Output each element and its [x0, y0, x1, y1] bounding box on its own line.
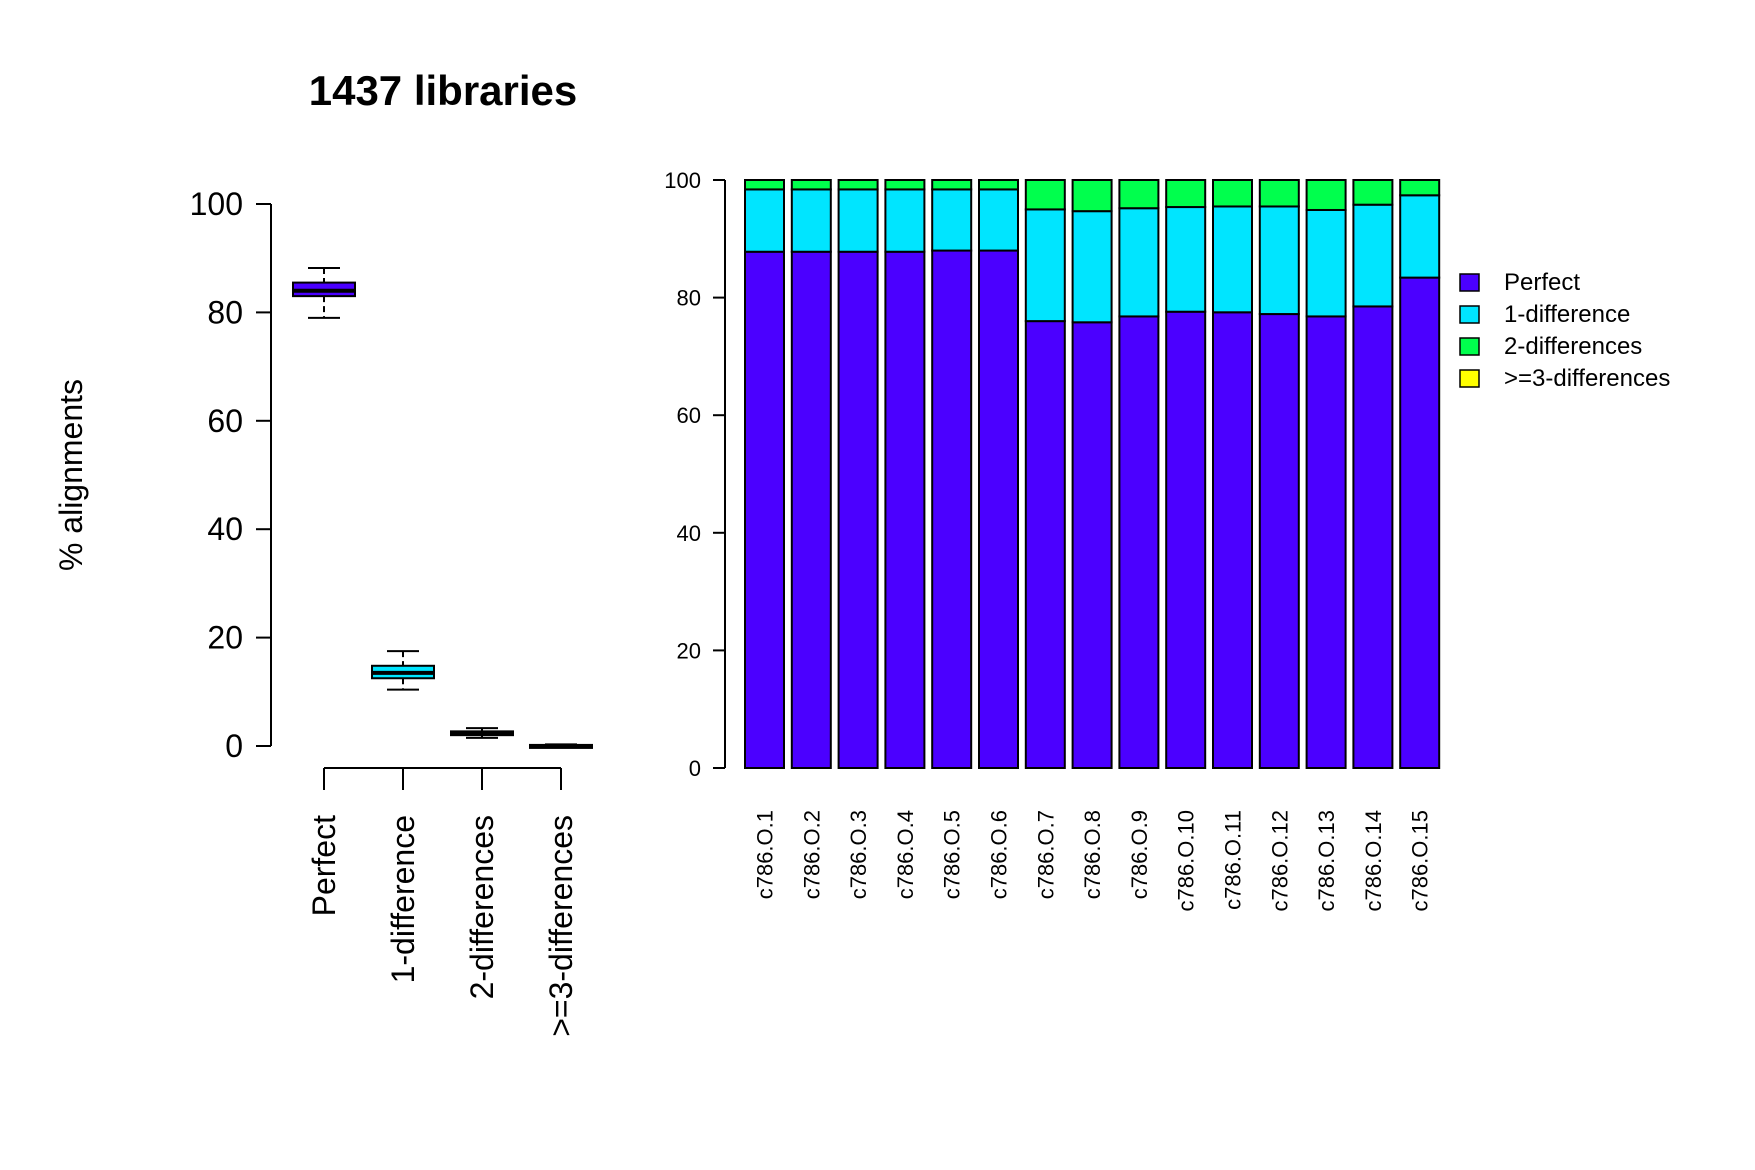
- box-plot: 0 20 40 60 80 100 % alignments Perfect 1-differe…: [53, 186, 593, 1037]
- legend: Perfect 1-difference 2-differences >=3-diff…: [1459, 269, 1670, 392]
- bar-segment-2-differences: [744, 179, 785, 191]
- y-tick-label: 100: [664, 168, 701, 193]
- chart-title: 1437 libraries: [309, 67, 578, 114]
- x-tick-label: c786.O.15: [1408, 810, 1433, 912]
- bar-segment-Perfect: [837, 250, 879, 769]
- bar-segment-1-difference: [1258, 205, 1300, 316]
- bar-segment-Perfect: [1024, 320, 1066, 769]
- bar-segment-2-differences: [1165, 179, 1207, 209]
- y-tick-label: 80: [207, 294, 243, 330]
- bar-segment-Perfect: [744, 250, 785, 769]
- legend-label: >=3-differences: [1504, 365, 1670, 392]
- y-tick-label: 20: [207, 620, 243, 656]
- bar-segment-Perfect: [1165, 310, 1207, 769]
- y-tick-label: 60: [677, 403, 701, 428]
- bar-segment-Perfect: [1352, 305, 1394, 769]
- legend-swatch: [1459, 305, 1480, 324]
- bar-segment-1-difference: [1118, 207, 1160, 318]
- y-tick-label: 40: [207, 511, 243, 547]
- bar-segment-1-difference: [1212, 205, 1253, 314]
- x-tick-label: c786.O.10: [1174, 810, 1199, 912]
- bar-segment-2-differences: [1258, 179, 1300, 208]
- y-tick-label: 80: [677, 286, 701, 311]
- y-axis-label: % alignments: [53, 379, 89, 571]
- bar-segment-2-differences: [1071, 179, 1113, 213]
- x-tick-label: c786.O.9: [1127, 810, 1152, 899]
- x-tick-label: 1-difference: [385, 815, 421, 983]
- bar-segment-1-difference: [1305, 208, 1347, 318]
- x-tick-label: c786.O.2: [799, 810, 824, 899]
- bar-segment-1-difference: [978, 188, 1019, 252]
- legend-swatch: [1459, 337, 1480, 356]
- y-tick-label: 0: [689, 756, 701, 781]
- bar-segment-2-differences: [1212, 179, 1253, 208]
- bar-segment-2-differences: [1118, 179, 1160, 210]
- bar-segment-1-difference: [1024, 208, 1066, 323]
- x-tick-label: c786.O.13: [1314, 810, 1339, 912]
- bar-segment-Perfect: [1071, 321, 1113, 769]
- x-tick-label: >=3-differences: [543, 815, 579, 1037]
- bar-segment-1-difference: [1165, 206, 1207, 313]
- legend-swatch: [1459, 369, 1480, 388]
- y-tick-label: 0: [225, 728, 243, 764]
- bar-segment-2-differences: [790, 179, 832, 191]
- x-tick-label: c786.O.3: [846, 810, 871, 899]
- x-tick-label: Perfect: [306, 815, 342, 916]
- bar-segment-2-differences: [931, 179, 973, 191]
- bar-segment-Perfect: [790, 250, 832, 769]
- bar-segment-1-difference: [837, 188, 879, 253]
- x-tick-label: c786.O.14: [1361, 810, 1386, 912]
- bar-segment-Perfect: [1258, 313, 1300, 769]
- bar-segment-Perfect: [1212, 311, 1253, 769]
- bar-segment-1-difference: [744, 188, 785, 253]
- legend-label: 1-difference: [1504, 301, 1630, 328]
- y-tick-label: 60: [207, 403, 243, 439]
- bar-segment-Perfect: [931, 249, 973, 769]
- x-tick-label: c786.O.1: [753, 810, 778, 899]
- x-tick-label: c786.O.11: [1221, 810, 1246, 910]
- x-tick-label: c786.O.6: [987, 810, 1012, 899]
- bar-segment-2-differences: [1352, 179, 1394, 206]
- legend-label: 2-differences: [1504, 333, 1642, 360]
- bar-segment-2-differences: [1399, 179, 1441, 197]
- y-tick-label: 40: [677, 521, 701, 546]
- x-tick-label: c786.O.7: [1033, 810, 1058, 899]
- bar-segment-Perfect: [1399, 276, 1441, 769]
- bar-segment-Perfect: [1118, 315, 1160, 769]
- bar-segment-1-difference: [1399, 194, 1441, 279]
- bar-segment-Perfect: [1305, 315, 1347, 769]
- bar-segment-1-difference: [1071, 210, 1113, 324]
- stacked-bar-chart: 0 20 40 60 80 100 c786.O.1 c786.O.2 c786.O.3 c786…: [664, 168, 1441, 912]
- legend-swatch: [1459, 273, 1480, 292]
- x-tick-label: c786.O.5: [940, 810, 965, 899]
- bar-segment-1-difference: [790, 188, 832, 253]
- bar-segment-Perfect: [884, 250, 926, 769]
- bar-segment-1-difference: [1352, 203, 1394, 308]
- x-tick-label: c786.O.12: [1267, 810, 1292, 912]
- x-tick-label: c786.O.8: [1080, 810, 1105, 899]
- y-tick-label: 20: [677, 638, 701, 663]
- y-tick-label: 100: [190, 186, 243, 222]
- bar-segment-2-differences: [978, 179, 1019, 191]
- legend-label: Perfect: [1504, 269, 1580, 296]
- bar-segment-2-differences: [837, 179, 879, 191]
- bar-segment-2-differences: [1305, 179, 1347, 211]
- x-tick-label: c786.O.4: [893, 810, 918, 899]
- bar-segment-1-difference: [931, 188, 973, 252]
- bar-segment-Perfect: [978, 249, 1019, 769]
- bar-segment-2-differences: [884, 179, 926, 191]
- x-tick-label: 2-differences: [464, 815, 500, 999]
- bar-segment-2-differences: [1024, 179, 1066, 211]
- bar-segment-1-difference: [884, 188, 926, 253]
